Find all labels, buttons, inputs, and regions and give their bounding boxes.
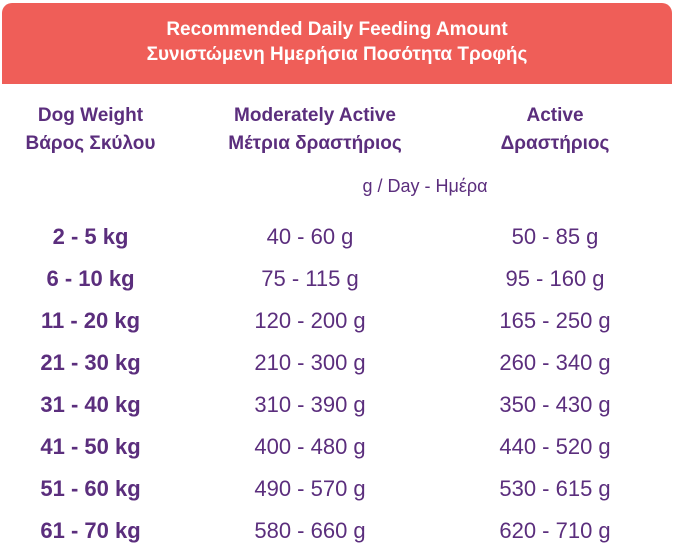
weight-cell: 21 - 30 kg — [40, 350, 141, 375]
weight-cell: 41 - 50 kg — [40, 434, 141, 459]
moderate-cell: 120 - 200 g — [254, 308, 366, 333]
active-cell: 95 - 160 g — [505, 266, 605, 291]
table-row: 41 - 50 kg 400 - 480 g 440 - 520 g — [0, 432, 675, 474]
moderate-cell: 75 - 115 g — [261, 266, 359, 291]
active-cell: 440 - 520 g — [499, 434, 611, 459]
column-header-label-en: Moderately Active — [234, 105, 396, 126]
moderate-cell: 310 - 390 g — [254, 392, 366, 417]
table-row: 11 - 20 kg 120 - 200 g 165 - 250 g — [0, 306, 675, 348]
unit-label: g / Day - Ημέρα — [362, 176, 488, 196]
moderate-cell: 40 - 60 g — [266, 224, 354, 249]
active-cell: 260 - 340 g — [499, 350, 611, 375]
table-header-banner: Recommended Daily Feeding Amount Συνιστώ… — [2, 3, 672, 84]
moderate-cell: 400 - 480 g — [254, 434, 366, 459]
weight-cell: 6 - 10 kg — [46, 266, 135, 291]
column-header-moderately-active: Moderately Active Μέτρια δραστήριος — [200, 102, 430, 158]
active-cell: 530 - 615 g — [499, 476, 611, 501]
title-greek: Συνιστώμενη Ημερήσια Ποσότητα Τροφής — [146, 44, 528, 65]
table-row: 31 - 40 kg 310 - 390 g 350 - 430 g — [0, 390, 675, 432]
column-header-label-en: Active — [526, 105, 584, 126]
table-row: 61 - 70 kg 580 - 660 g 620 - 710 g — [0, 516, 675, 558]
column-header-active: Active Δραστήριος — [470, 102, 640, 158]
moderate-cell: 490 - 570 g — [254, 476, 366, 501]
active-cell: 620 - 710 g — [499, 518, 611, 543]
column-header-label-el: Δραστήριος — [500, 133, 610, 154]
weight-cell: 61 - 70 kg — [40, 518, 141, 543]
moderate-cell: 580 - 660 g — [254, 518, 366, 543]
title-english: Recommended Daily Feeding Amount — [166, 19, 508, 40]
column-header-label-el: Μέτρια δραστήριος — [228, 133, 402, 154]
column-header-label-el: Βάρος Σκύλου — [25, 133, 156, 154]
table-row: 2 - 5 kg 40 - 60 g 50 - 85 g — [0, 222, 675, 264]
table-row: 21 - 30 kg 210 - 300 g 260 - 340 g — [0, 348, 675, 390]
weight-cell: 2 - 5 kg — [52, 224, 129, 249]
weight-cell: 31 - 40 kg — [40, 392, 141, 417]
column-header-dog-weight: Dog Weight Βάρος Σκύλου — [8, 102, 173, 158]
active-cell: 50 - 85 g — [511, 224, 599, 249]
moderate-cell: 210 - 300 g — [254, 350, 366, 375]
table-row: 51 - 60 kg 490 - 570 g 530 - 615 g — [0, 474, 675, 516]
table-row: 6 - 10 kg 75 - 115 g 95 - 160 g — [0, 264, 675, 306]
weight-cell: 11 - 20 kg — [40, 308, 141, 333]
weight-cell: 51 - 60 kg — [40, 476, 141, 501]
active-cell: 165 - 250 g — [499, 308, 611, 333]
column-header-label-en: Dog Weight — [37, 105, 144, 126]
active-cell: 350 - 430 g — [499, 392, 611, 417]
